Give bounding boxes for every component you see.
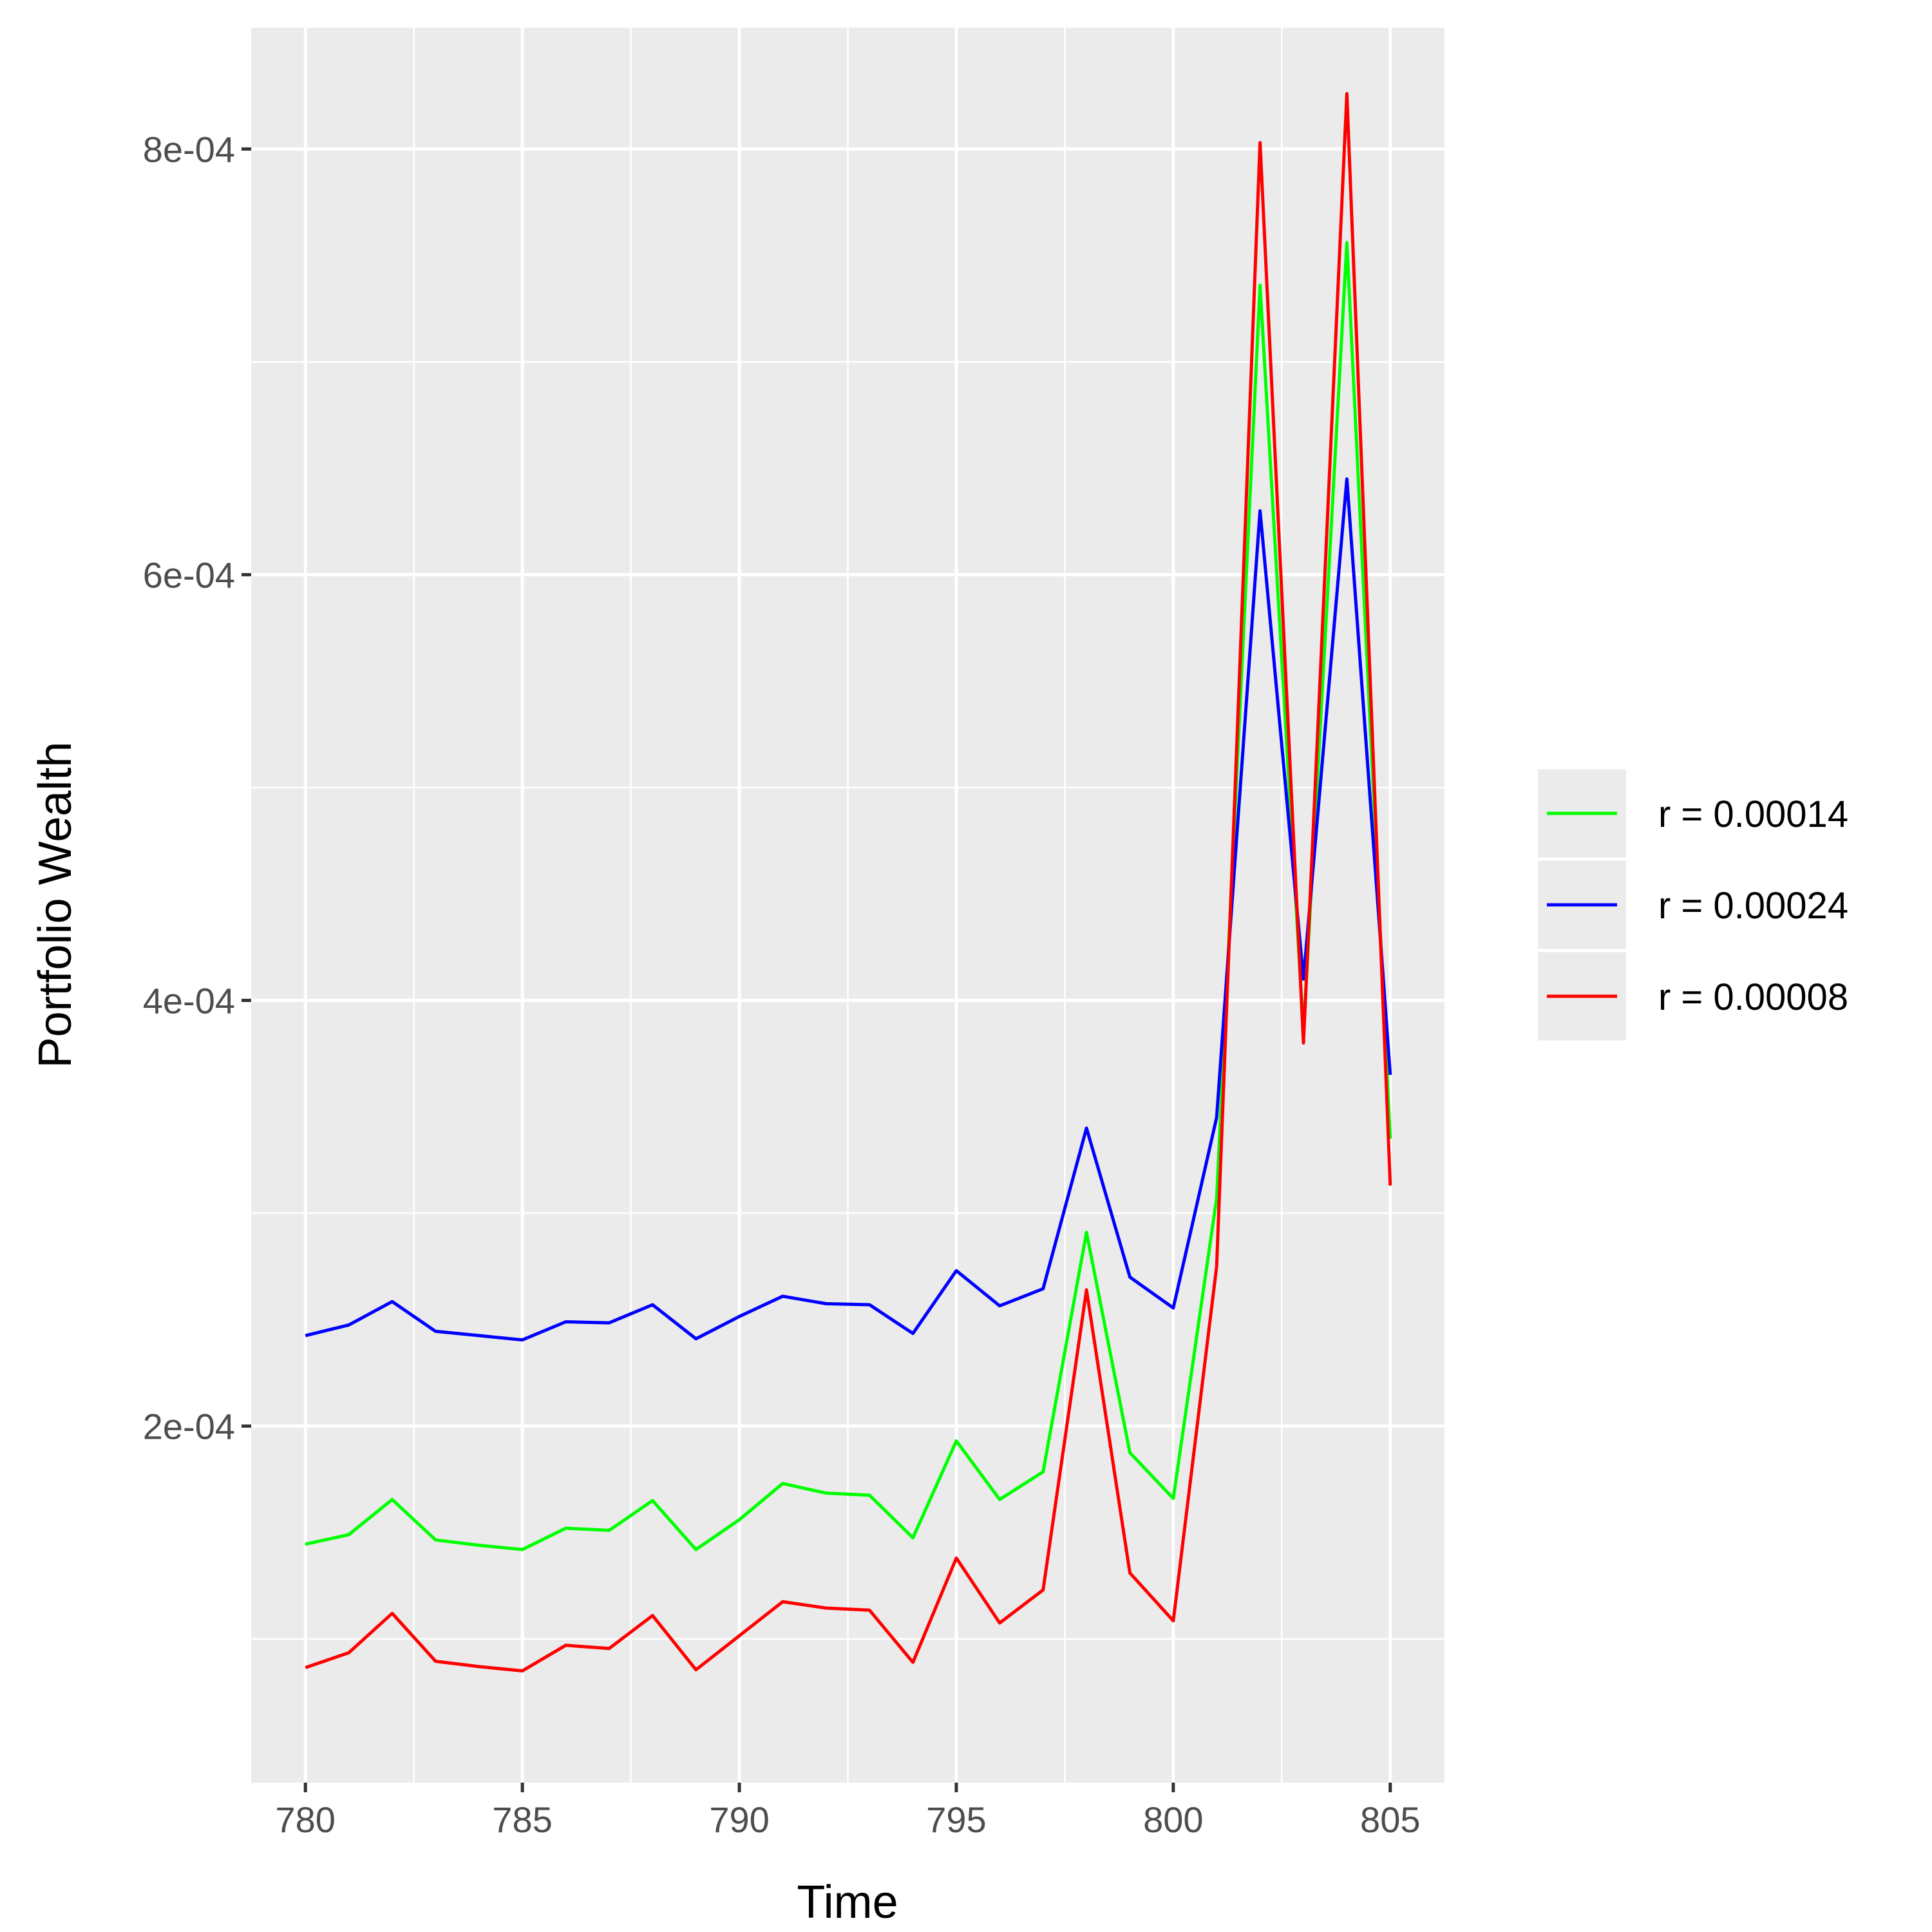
legend-label: r = 0.00024 (1658, 885, 1848, 927)
series-layer (305, 92, 1392, 1672)
series-line (305, 241, 1392, 1551)
y-tick-label: 8e-04 (143, 129, 235, 169)
series-line (305, 92, 1392, 1672)
x-axis-title: Time (797, 1877, 898, 1928)
y-tick-label: 6e-04 (143, 554, 235, 595)
series-line (305, 477, 1392, 1342)
x-tick-label: 795 (926, 1799, 986, 1840)
legend: r = 0.00014 r = 0.00024 r = 0.00008 (1538, 769, 1848, 1041)
y-tick-label: 2e-04 (143, 1406, 235, 1446)
axes-layer: 780 785 790 795 800 805 2e-04 4e-04 6e-04 8e-04 (143, 129, 1421, 1840)
legend-label: r = 0.00008 (1658, 976, 1848, 1018)
major-gridlines (251, 28, 1444, 1783)
x-tick-label: 800 (1143, 1799, 1203, 1840)
y-tick-label: 4e-04 (143, 980, 235, 1021)
minor-gridlines (251, 28, 1444, 1783)
x-tick-label: 790 (709, 1799, 769, 1840)
x-tick-label: 785 (492, 1799, 552, 1840)
y-axis-title: Portfolio Wealth (30, 742, 81, 1068)
x-tick-label: 780 (276, 1799, 336, 1840)
x-tick-label: 805 (1360, 1799, 1420, 1840)
legend-label: r = 0.00014 (1658, 793, 1848, 835)
